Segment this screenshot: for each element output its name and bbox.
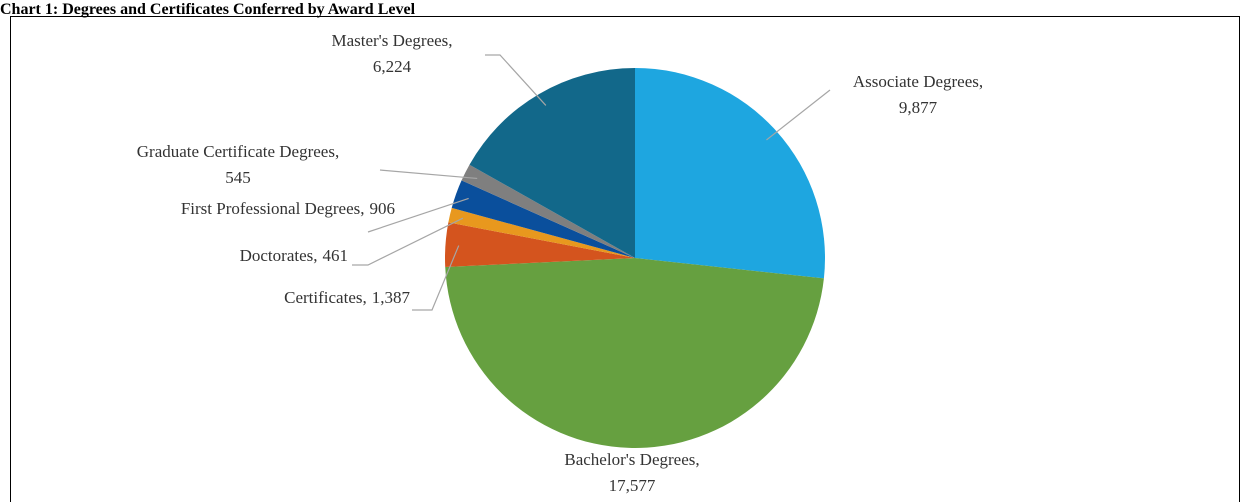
leader-line [379, 169, 478, 180]
pie-slice [461, 164, 635, 258]
pie-slice [469, 68, 635, 258]
leader-line [367, 197, 469, 233]
data-label: Associate Degrees, 9,877 [853, 72, 983, 117]
value-label: 6,224 [373, 57, 412, 76]
leader-line [766, 89, 831, 141]
data-label: Bachelor's Degrees, 17,577 [564, 450, 699, 495]
category-label: Bachelor's Degrees, [564, 450, 699, 469]
value-label: 545 [225, 168, 251, 187]
value-label: 9,877 [899, 98, 938, 117]
pie-slice [445, 222, 635, 267]
value-label: 1,387 [372, 288, 411, 307]
data-label: Graduate Certificate Degrees, 545 [137, 142, 339, 187]
category-label: Doctorates, [240, 246, 318, 265]
pie-slice [451, 180, 635, 258]
leader-line [352, 217, 464, 266]
value-label: 906 [370, 199, 396, 218]
value-label: 17,577 [609, 476, 656, 495]
value-label: 461 [323, 246, 349, 265]
leader-line [412, 245, 460, 311]
category-label: Associate Degrees, [853, 72, 983, 91]
data-label: Doctorates, 461 [240, 246, 348, 265]
category-label: Master's Degrees, [331, 31, 452, 50]
data-label: First Professional Degrees, 906 [181, 199, 395, 218]
pie-slice [448, 207, 635, 258]
chart-title: Chart 1: Degrees and Certificates Confer… [0, 1, 416, 18]
category-label: Certificates, [284, 288, 367, 307]
category-label: First Professional Degrees, [181, 199, 365, 218]
pie-slice [635, 68, 825, 279]
data-label: Certificates, 1,387 [284, 288, 410, 307]
data-label: Master's Degrees, 6,224 [331, 31, 452, 76]
leader-line [485, 54, 547, 106]
category-label: Graduate Certificate Degrees, [137, 142, 339, 161]
pie-slice [445, 258, 824, 448]
